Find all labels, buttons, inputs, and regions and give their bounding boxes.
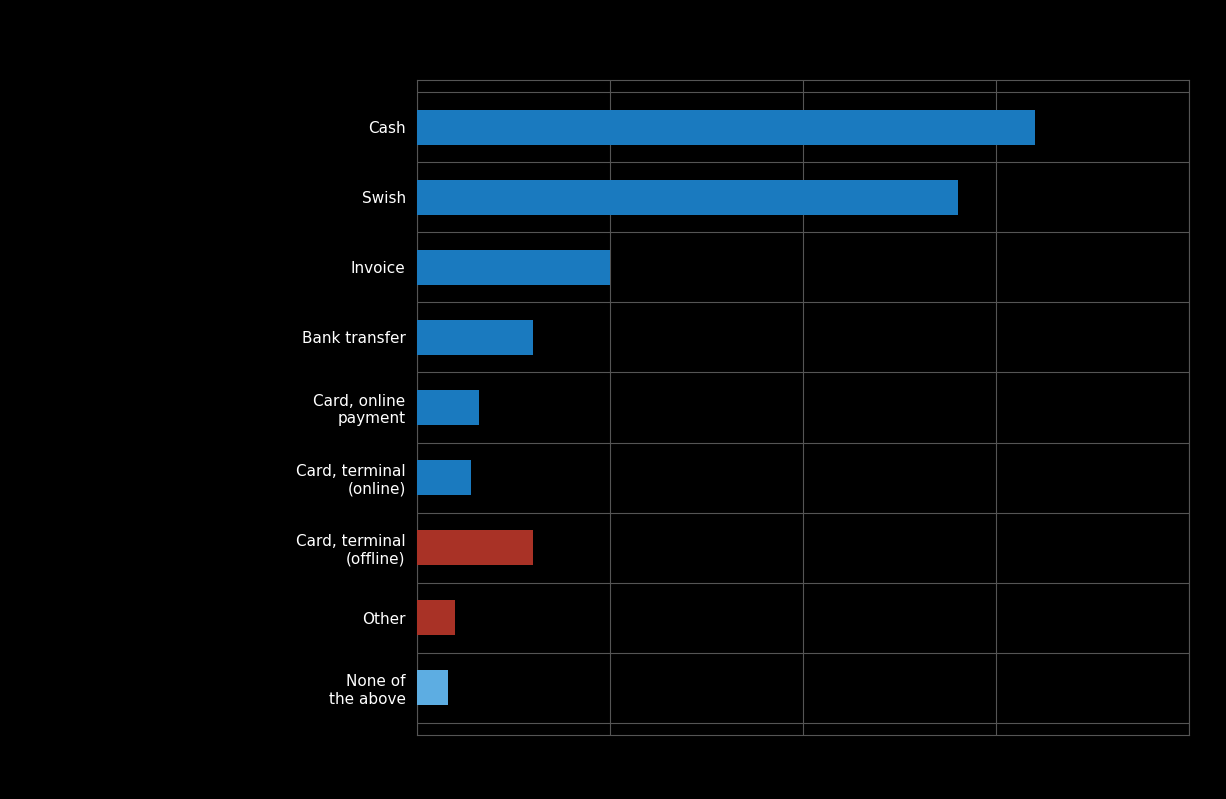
Bar [417,460,471,495]
Bar [417,320,532,355]
Bar [417,109,1035,145]
Bar [417,530,532,565]
Bar [417,250,611,285]
Bar [417,670,447,706]
Bar [417,180,958,215]
Bar [417,600,456,635]
Bar [417,390,478,425]
